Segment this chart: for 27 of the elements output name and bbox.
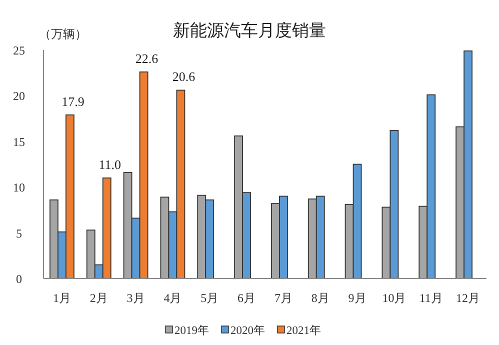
legend-label: 2019年: [174, 324, 210, 337]
x-tick-label: 7月: [274, 291, 292, 305]
y-tick-label: 0: [16, 272, 22, 286]
legend-label: 2021年: [286, 324, 322, 337]
y-tick-label: 15: [13, 134, 25, 149]
y-tick-label: 20: [13, 89, 25, 104]
x-tick-label: 6月: [238, 291, 256, 305]
x-tick-label: 4月: [164, 291, 182, 305]
y-tick-label: 25: [13, 44, 25, 58]
y-tick-label: 10: [13, 180, 25, 195]
data-label: 22.6: [135, 50, 159, 66]
x-tick-label: 12月: [456, 291, 480, 305]
x-tick-label: 3月: [126, 291, 145, 305]
x-tick-label: 9月: [348, 291, 366, 305]
x-tick-label: 5月: [200, 291, 219, 305]
y-tick-label: 5: [16, 226, 22, 240]
data-label: 11.0: [98, 156, 122, 172]
x-tick-label: 2月: [90, 291, 108, 305]
data-label: 20.6: [172, 69, 196, 84]
data-label: 17.9: [62, 94, 84, 109]
y-axis-title: （万辆）: [39, 27, 87, 41]
x-tick-label: 10月: [382, 291, 406, 305]
legend-label: 2020年: [230, 324, 266, 337]
x-tick-label: 8月: [311, 291, 330, 305]
x-tick-label: 11月: [419, 291, 443, 305]
x-tick-label: 1月: [52, 291, 71, 305]
chart-title: 新能源汽车月度销量: [173, 21, 326, 40]
